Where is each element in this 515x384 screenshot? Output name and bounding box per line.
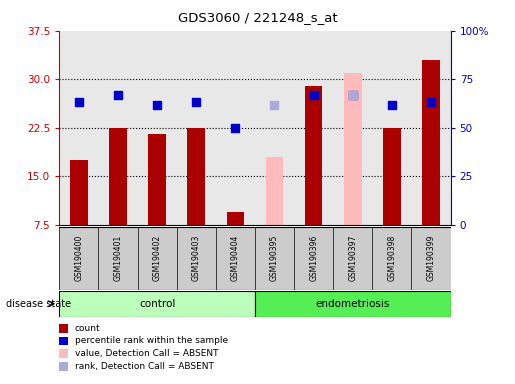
Bar [187,128,205,225]
Text: GSM190396: GSM190396 [309,235,318,281]
Point [388,102,396,108]
Text: endometriosis: endometriosis [316,299,390,309]
Bar [70,160,88,225]
Bar [227,212,244,225]
Bar [255,291,451,317]
Bar [109,128,127,225]
Point [349,92,357,98]
Text: GSM190397: GSM190397 [348,235,357,281]
Text: GSM190395: GSM190395 [270,235,279,281]
Bar [59,291,255,317]
Bar [422,60,440,225]
Bar [305,86,322,225]
Point [192,99,200,105]
Text: GSM190403: GSM190403 [192,235,201,281]
Point [427,99,435,105]
Text: disease state: disease state [6,299,71,309]
Bar [383,128,401,225]
Text: GDS3060 / 221248_s_at: GDS3060 / 221248_s_at [178,11,337,24]
Point [231,125,239,131]
Text: GSM190404: GSM190404 [231,235,240,281]
Text: GSM190402: GSM190402 [152,235,162,281]
Text: rank, Detection Call = ABSENT: rank, Detection Call = ABSENT [75,362,214,371]
Text: GSM190401: GSM190401 [113,235,123,281]
Text: GSM190399: GSM190399 [426,235,436,281]
Text: GSM190398: GSM190398 [387,235,397,281]
Bar [266,157,283,225]
Point [310,92,318,98]
Point [153,102,161,108]
Text: count: count [75,324,100,333]
Point [75,99,83,105]
Text: control: control [139,299,175,309]
Point [270,102,279,108]
Text: GSM190400: GSM190400 [74,235,83,281]
Text: percentile rank within the sample: percentile rank within the sample [75,336,228,346]
Bar [344,73,362,225]
Point [114,92,122,98]
Bar [148,134,166,225]
Point [349,92,357,98]
Text: value, Detection Call = ABSENT: value, Detection Call = ABSENT [75,349,218,358]
